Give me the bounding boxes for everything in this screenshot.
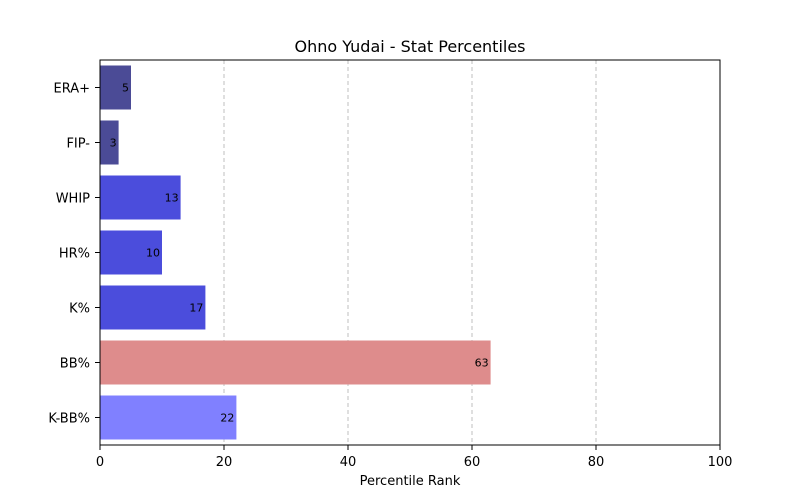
y-tick-label: K-BB% [48,412,90,427]
bar-value-label: 63 [475,357,489,370]
y-tick-label: ERA+ [53,82,90,97]
bar-fip- [100,120,119,165]
x-tick-label: 40 [340,455,357,470]
bar-era- [100,65,131,110]
x-tick-label: 20 [216,455,233,470]
bar-hr- [100,230,162,275]
x-axis-label: Percentile Rank [360,474,461,489]
chart-title: Ohno Yudai - Stat Percentiles [294,37,525,56]
x-axis: 0 20 40 60 80 100 [96,445,733,470]
bar-value-label: 10 [146,247,160,260]
x-tick-label: 100 [708,455,733,470]
bar-value-label: 13 [165,192,179,205]
bar-value-label: 22 [220,412,234,425]
y-tick-label: WHIP [56,192,90,207]
bar-value-label: 3 [110,137,117,150]
x-tick-label: 80 [588,455,605,470]
y-tick-label: FIP- [66,137,90,152]
bar-value-label: 5 [122,82,129,95]
y-tick-label: BB% [60,357,90,372]
bar-whip [100,175,181,220]
y-tick-label: HR% [59,247,90,262]
y-tick-label: K% [69,302,90,317]
grid-layer [223,60,597,445]
bar-k-bb- [100,395,237,440]
bars-layer: 5 3 13 10 17 63 22 [100,65,491,440]
x-tick-label: 60 [464,455,481,470]
x-tick-label: 0 [96,455,104,470]
bar-bb- [100,340,491,385]
bar-value-label: 17 [189,302,203,315]
y-axis: ERA+ FIP- WHIP HR% K% BB% K-BB% [48,82,100,427]
bar-k- [100,285,206,330]
